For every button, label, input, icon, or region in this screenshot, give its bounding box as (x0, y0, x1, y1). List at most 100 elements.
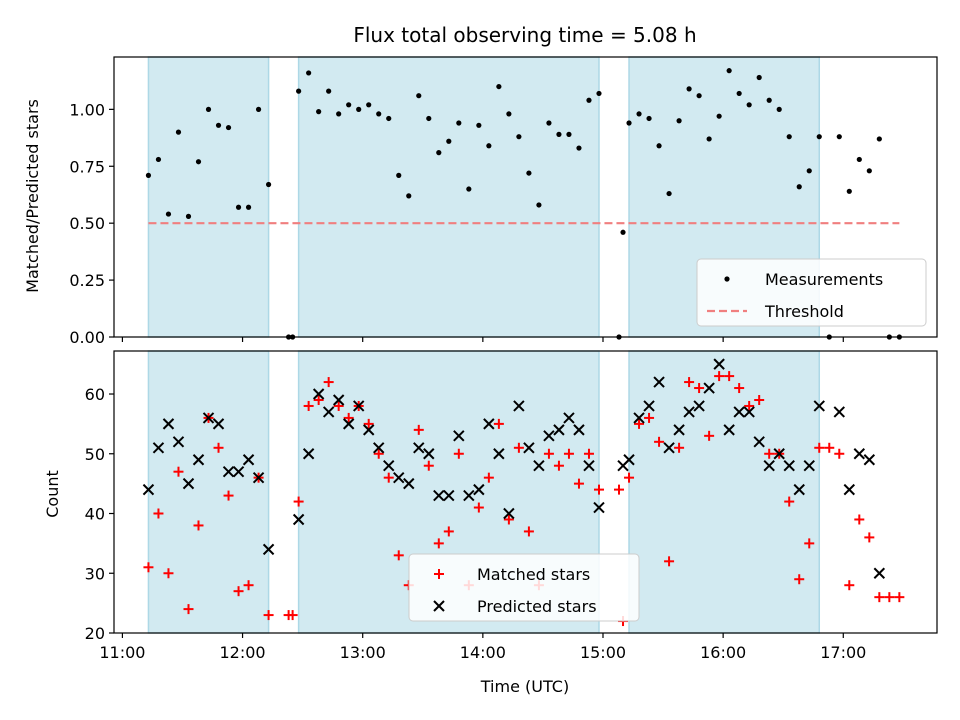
bottom-predicted-stars-point-19-b (352, 400, 365, 412)
top-measurements-point-15 (296, 88, 302, 94)
bottom-matched-stars-point-3 (173, 466, 184, 477)
bottom-matched-stars-point-7 (213, 442, 224, 453)
bottom-matched-stars-point-65 (794, 574, 805, 585)
top-measurements-point-34 (486, 143, 492, 149)
bottom-predicted-stars-point-26-b (423, 448, 435, 460)
bottom-legend-box (408, 553, 640, 622)
top-measurements-point-53 (676, 118, 682, 124)
bottom-predicted-stars-point-46-b (633, 412, 645, 424)
bottom-predicted-stars-point-31 (473, 483, 485, 496)
bottom-matched-stars-point-64 (784, 496, 795, 507)
bottom-predicted-stars-point-26 (423, 448, 435, 460)
bottom-legend-marker-1 (433, 600, 445, 612)
top-measurements-point-65 (796, 184, 802, 190)
bottom-predicted-stars-point-62-b (793, 483, 805, 496)
top-measurements-point-33 (476, 122, 482, 128)
top-measurements-point-5 (195, 159, 202, 165)
top-measurements-point-18 (326, 88, 332, 94)
bottom-matched-stars-point-35 (493, 418, 504, 429)
top-measurements-point-36 (506, 111, 512, 117)
bottom-legend-marker-0 (434, 569, 444, 579)
bottom-shade-2 (628, 350, 821, 634)
bottom-matched-stars-point-62 (764, 448, 775, 459)
top-measurements-point-19 (336, 111, 342, 117)
bottom-predicted-stars-point-63 (803, 460, 815, 472)
bottom-predicted-stars-point-15 (312, 388, 325, 400)
bottom-predicted-stars-point-16-b (322, 406, 335, 418)
bottom-predicted-stars-point-55 (723, 424, 735, 436)
bottom-matched-stars-point-40 (543, 448, 554, 459)
bottom-predicted-stars-point-69-b (873, 567, 886, 579)
bottom-predicted-stars-point-21 (373, 442, 385, 454)
top-measurements-point-63 (776, 106, 782, 112)
bottom-matched-stars-point-70 (844, 580, 855, 591)
bottom-predicted-stars-point-51 (683, 406, 695, 418)
bottom-predicted-stars-point-62 (793, 483, 805, 496)
top-measurements-point-50 (646, 115, 652, 122)
bottom-matched-stars-point-75 (894, 592, 905, 603)
bottom-predicted-stars-point-1-b (152, 442, 165, 454)
bottom-ytick-label-3: 50 (85, 445, 105, 464)
bottom-matched-stars-point-54 (684, 377, 695, 388)
bottom-ytick-label-1: 30 (85, 564, 105, 583)
top-measurements-point-67 (816, 134, 822, 140)
top-measurements-point-43 (576, 145, 582, 151)
bottom-matched-stars-point-69 (834, 448, 845, 459)
bottom-predicted-stars-point-27-b (433, 489, 445, 502)
top-measurements-point-52 (666, 190, 672, 197)
bottom-matched-stars-point-0 (143, 562, 154, 573)
bottom-predicted-stars-point-57 (743, 406, 755, 418)
top-legend-box (696, 258, 927, 327)
top-measurements-point-45 (596, 90, 602, 97)
bottom-xtick-label-6: 17:00 (820, 643, 866, 662)
top-measurements-point-24 (386, 115, 392, 122)
top-measurements-point-66 (806, 168, 812, 174)
bottom-predicted-stars-point-35-b (513, 400, 525, 412)
bottom-predicted-stars-point-48-b (653, 376, 665, 388)
bottom-matched-stars-point-51 (654, 436, 665, 447)
top-measurements-point-39 (536, 202, 542, 208)
bottom-matched-stars-point-37 (513, 442, 524, 453)
top-measurements-point-6 (205, 106, 212, 112)
top-measurements-point-21 (356, 106, 362, 112)
bottom-xtick-label-0: 11:00 (99, 643, 145, 662)
top-measurements-point-42 (566, 131, 572, 137)
bottom-predicted-stars-point-53 (703, 382, 715, 394)
bottom-matched-stars-point-33 (473, 502, 484, 513)
top-measurements-point-60 (746, 102, 752, 108)
bottom-predicted-stars-point-58-b (753, 436, 765, 448)
bottom-predicted-stars-point-45-b (623, 454, 635, 466)
bottom-predicted-stars-point-12-b (262, 543, 275, 556)
bottom-predicted-stars-point-24 (403, 477, 415, 490)
bottom-matched-stars-point-31 (453, 448, 464, 459)
bottom-matched-stars-point-30 (443, 526, 454, 537)
bottom-predicted-stars-point-68-b (863, 454, 876, 466)
bottom-matched-stars-point-17 (313, 394, 324, 405)
bottom-matched-stars-point-29 (433, 538, 444, 549)
top-ytick-label-0: 0.00 (69, 328, 105, 347)
bottom-matched-stars-point-41 (553, 460, 564, 471)
bottom-predicted-stars-point-38 (543, 430, 555, 442)
bottom-predicted-stars-point-56 (733, 406, 745, 418)
bottom-predicted-stars-point-64 (813, 400, 825, 412)
bottom-predicted-stars-point-20-b (363, 424, 375, 436)
bottom-predicted-stars-point-69 (873, 567, 886, 579)
bottom-predicted-stars-point-30 (463, 489, 475, 502)
bottom-predicted-stars-point-17-b (332, 394, 345, 406)
top-measurements-point-59 (736, 90, 742, 97)
bottom-legend-label-1: Predicted stars (477, 597, 597, 616)
bottom-predicted-stars-point-58 (753, 436, 765, 448)
top-y-axis-label: Matched/Predicted stars (23, 99, 42, 293)
bottom-matched-stars-point-71 (854, 514, 865, 525)
bottom-predicted-stars-point-50-b (673, 424, 685, 436)
bottom-xtick-label-1: 12:00 (220, 643, 266, 662)
bottom-predicted-stars-point-11-b (252, 471, 265, 484)
bottom-predicted-stars-point-35 (513, 400, 525, 412)
bottom-predicted-stars-point-61-b (783, 460, 795, 472)
bottom-predicted-stars-point-54-b (713, 358, 725, 370)
bottom-matched-stars-point-36 (503, 514, 514, 525)
bottom-predicted-stars-point-11 (252, 471, 265, 484)
bottom-matched-stars-point-25 (393, 550, 404, 561)
bottom-legend-label-0: Matched stars (477, 565, 590, 584)
